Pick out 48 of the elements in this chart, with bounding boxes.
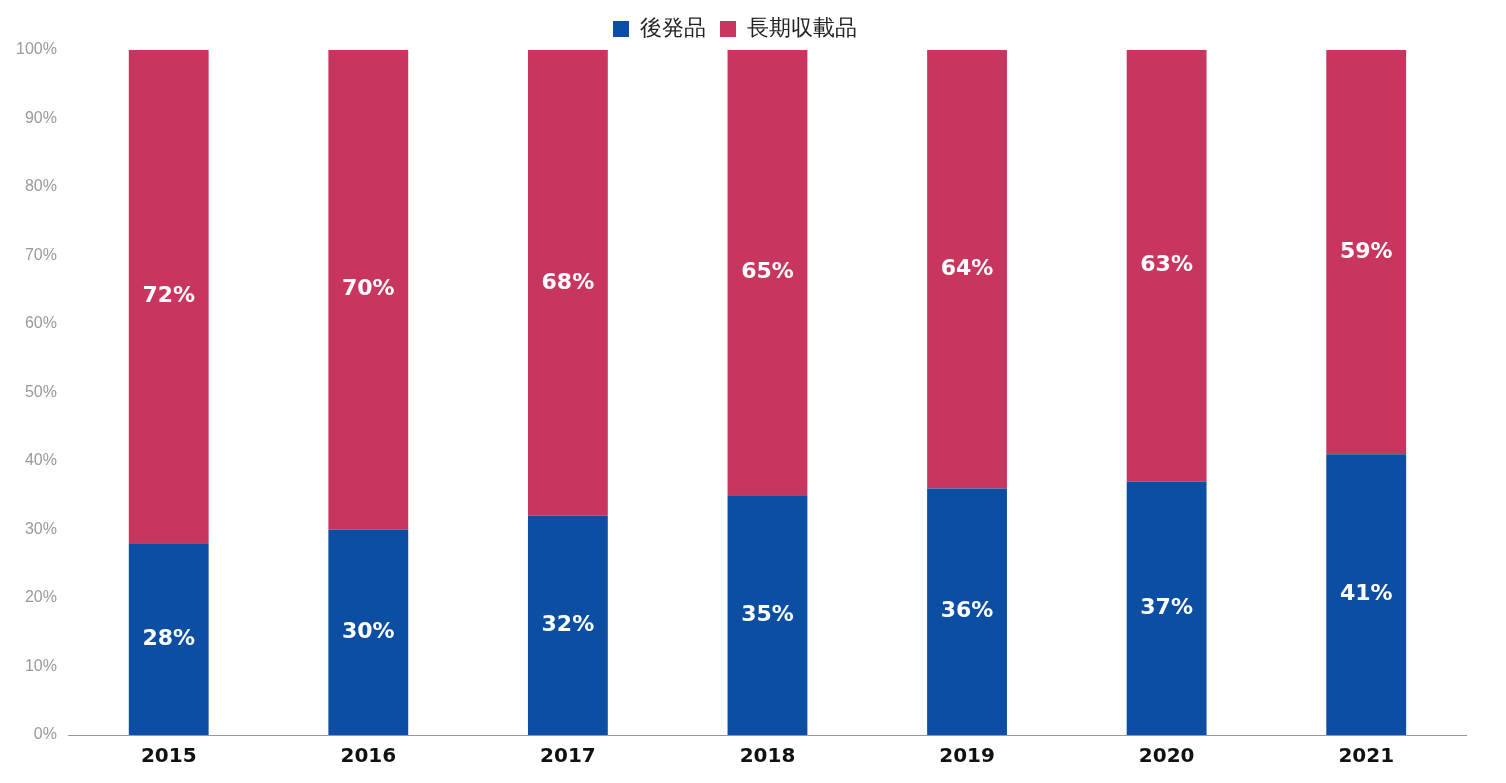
bar (527, 50, 608, 516)
data-label: 59% (1339, 237, 1393, 263)
data-label: 36% (940, 597, 994, 623)
data-label: 72% (142, 282, 196, 308)
y-tick-label: 50% (24, 382, 57, 400)
bar (1326, 454, 1407, 735)
y-tick-label: 70% (24, 245, 57, 263)
data-label: 64% (940, 254, 994, 280)
y-tick-label: 100% (16, 40, 57, 58)
bar (328, 529, 409, 735)
data-label: 65% (741, 258, 794, 284)
data-label: 30% (341, 617, 395, 643)
data-label: 37% (1140, 593, 1193, 619)
bar (727, 495, 808, 735)
x-tick-label: 2020 (1138, 743, 1195, 768)
x-tick-label: 2018 (739, 743, 796, 768)
bar (927, 488, 1007, 735)
x-tick-label: 2015 (140, 743, 197, 768)
bar (128, 50, 209, 544)
bar (128, 543, 209, 735)
bar (927, 50, 1007, 489)
bar (328, 50, 409, 530)
bar (1126, 50, 1207, 482)
data-label: 63% (1140, 251, 1193, 277)
y-tick-label: 90% (24, 108, 57, 126)
x-tick-label: 2017 (540, 743, 596, 768)
bar (727, 50, 808, 496)
y-tick-label: 10% (24, 656, 57, 674)
y-tick-label: 60% (24, 314, 57, 332)
data-label: 70% (341, 275, 395, 301)
data-label: 68% (541, 268, 595, 294)
y-tick-label: 0% (33, 725, 57, 743)
x-tick-label: 2021 (1338, 743, 1395, 768)
data-label: 41% (1339, 580, 1393, 606)
data-label: 28% (142, 624, 196, 650)
bar (1126, 481, 1207, 735)
legend-label: 長期収載品 (747, 15, 857, 41)
data-label: 35% (741, 600, 794, 626)
y-tick-label: 80% (24, 177, 57, 195)
bar (527, 515, 608, 735)
bar (1326, 50, 1407, 455)
y-tick-label: 40% (24, 451, 57, 469)
x-tick-label: 2016 (340, 743, 397, 768)
y-tick-label: 20% (24, 588, 57, 606)
y-tick-label: 30% (24, 519, 57, 537)
legend-label: 後発品 (640, 15, 706, 41)
x-tick-label: 2019 (939, 743, 995, 768)
data-label: 32% (541, 611, 595, 637)
